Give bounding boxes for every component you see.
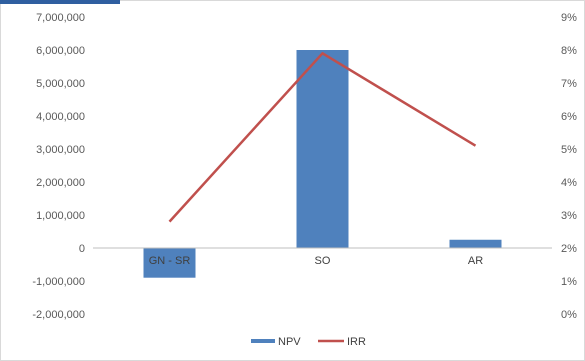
y-right-tick-label: 2% bbox=[561, 243, 577, 255]
y-left-tick-label: 1,000,000 bbox=[36, 210, 85, 222]
y-left-tick-label: 6,000,000 bbox=[36, 45, 85, 57]
x-category-label: AR bbox=[468, 255, 483, 267]
y-right-tick-label: 1% bbox=[561, 276, 577, 288]
y-left-tick-label: -2,000,000 bbox=[32, 309, 85, 321]
legend-swatch-npv bbox=[251, 339, 275, 343]
y-right-tick-label: 0% bbox=[561, 309, 577, 321]
y-right-tick-label: 6% bbox=[561, 111, 577, 123]
y-left-tick-label: 5,000,000 bbox=[36, 78, 85, 90]
legend-label-irr: IRR bbox=[347, 336, 366, 348]
y-left-tick-label: 3,000,000 bbox=[36, 144, 85, 156]
y-left-tick-label: -1,000,000 bbox=[32, 276, 85, 288]
bar-npv bbox=[297, 50, 349, 248]
x-category-label: GN - SR bbox=[149, 255, 191, 267]
y-left-tick-label: 7,000,000 bbox=[36, 12, 85, 24]
y-right-tick-label: 9% bbox=[561, 12, 577, 24]
legend-label-npv: NPV bbox=[278, 336, 301, 348]
y-right-tick-label: 3% bbox=[561, 210, 577, 222]
y-right-tick-label: 4% bbox=[561, 177, 577, 189]
y-right-tick-label: 5% bbox=[561, 144, 577, 156]
x-category-label: SO bbox=[315, 255, 331, 267]
y-right-tick-label: 7% bbox=[561, 78, 577, 90]
y-left-tick-label: 2,000,000 bbox=[36, 177, 85, 189]
y-left-tick-label: 4,000,000 bbox=[36, 111, 85, 123]
bar-npv bbox=[450, 240, 502, 248]
y-left-tick-label: 0 bbox=[79, 243, 85, 255]
y-right-tick-label: 8% bbox=[561, 45, 577, 57]
top-edge-fragment bbox=[0, 0, 120, 4]
